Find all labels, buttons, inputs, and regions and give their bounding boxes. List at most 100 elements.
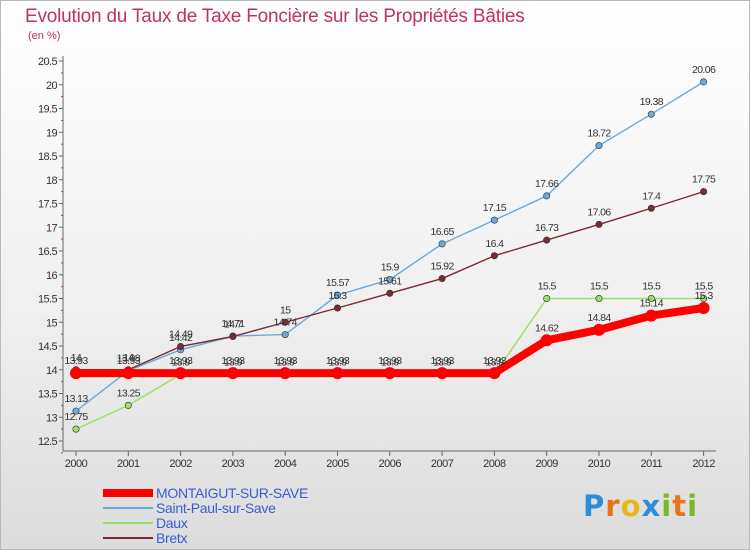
logo-letter: r — [605, 489, 621, 523]
y-tick-label: 16.5 — [38, 246, 57, 258]
data-label-3: 16.73 — [535, 222, 559, 234]
legend-label: Daux — [156, 515, 188, 531]
data-label-3: 15 — [280, 304, 291, 316]
x-tick-label: 2001 — [117, 458, 140, 470]
y-tick-label: 19.5 — [38, 104, 57, 116]
data-point-2 — [543, 294, 551, 302]
data-point-1 — [386, 275, 394, 283]
data-point-1 — [647, 110, 655, 118]
x-tick-label: 2007 — [431, 458, 454, 470]
data-label-3: 16.4 — [485, 238, 504, 250]
data-label-3: 14 — [71, 352, 82, 364]
data-label-1: 14.74 — [274, 317, 298, 329]
data-point-0 — [383, 367, 396, 380]
data-label-3: 17.75 — [692, 174, 716, 186]
data-label-3: 15.61 — [378, 275, 402, 287]
data-point-0 — [226, 367, 239, 380]
data-label-0: 14.62 — [535, 322, 559, 334]
y-tick-label: 18.5 — [38, 151, 57, 163]
data-point-0 — [174, 367, 187, 380]
data-label-3: 14.49 — [169, 328, 193, 340]
y-tick-label: 13.5 — [38, 389, 57, 401]
unit-label: (en %) — [28, 30, 61, 42]
proxiti-logo: Proxiti — [583, 489, 698, 523]
x-tick-label: 2009 — [535, 458, 558, 470]
logo-letter: P — [583, 489, 606, 523]
data-label-0: 13.93 — [117, 355, 141, 367]
data-point-1 — [543, 192, 551, 200]
data-point-0 — [645, 309, 658, 322]
data-label-3: 14 — [123, 352, 134, 364]
logo-letter: i — [661, 489, 673, 523]
data-label-0: 13.93 — [274, 355, 298, 367]
data-label-2: 13.9 — [224, 357, 243, 369]
data-point-0 — [70, 367, 82, 380]
data-point-0 — [540, 334, 553, 347]
data-point-0 — [593, 323, 605, 336]
data-label-2: 13.9 — [381, 357, 400, 369]
legend-swatch — [103, 537, 153, 539]
data-label-0: 13.93 — [378, 355, 402, 367]
data-point-3 — [177, 342, 185, 350]
data-label-2: 13.25 — [117, 387, 141, 399]
x-tick-label: 2011 — [640, 458, 662, 470]
data-point-2 — [595, 294, 603, 302]
chart-title: Evolution du Taux de Taxe Foncière sur l… — [25, 6, 525, 27]
y-tick-label: 15 — [46, 317, 58, 329]
y-tick-label: 14.5 — [38, 341, 57, 353]
data-point-3 — [543, 236, 551, 244]
data-point-0 — [279, 367, 292, 380]
data-point-3 — [700, 188, 708, 196]
data-label-1: 19.38 — [640, 96, 664, 108]
legend-swatch — [103, 522, 153, 524]
data-label-3: 17.4 — [642, 190, 661, 202]
data-label-3: 14.7 — [224, 319, 243, 331]
y-tick-label: 19 — [46, 127, 58, 139]
x-tick-label: 2000 — [65, 458, 88, 470]
y-tick-label: 15.5 — [38, 294, 57, 306]
data-label-2: 13.9 — [485, 357, 504, 369]
y-tick-label: 12.5 — [38, 436, 57, 448]
data-point-3 — [438, 275, 446, 283]
legend-swatch — [103, 507, 153, 509]
data-point-3 — [647, 204, 655, 212]
data-point-1 — [333, 291, 341, 299]
legend-label: Bretx — [156, 530, 188, 546]
x-tick-label: 2003 — [222, 458, 245, 470]
data-label-3: 17.06 — [587, 206, 611, 218]
data-point-1 — [490, 216, 498, 224]
data-label-1: 14.71 — [221, 318, 245, 330]
y-tick-label: 13 — [46, 412, 58, 424]
data-point-1 — [595, 142, 603, 150]
data-label-1: 16.65 — [430, 226, 454, 238]
data-point-1 — [700, 78, 708, 86]
data-label-2: 13.9 — [172, 357, 191, 369]
data-point-3 — [490, 252, 498, 260]
data-label-0: 13.93 — [326, 355, 350, 367]
data-point-0 — [122, 367, 135, 380]
data-point-2 — [647, 294, 655, 302]
logo-letter: t — [672, 489, 688, 523]
data-label-1: 13.13 — [64, 393, 88, 405]
data-point-3 — [229, 332, 237, 340]
x-tick-label: 2002 — [169, 458, 192, 470]
data-label-2: 15.5 — [695, 281, 714, 293]
data-label-0: 15.14 — [640, 298, 664, 310]
data-point-3 — [333, 304, 341, 312]
y-tick-label: 18 — [46, 175, 58, 187]
data-point-0 — [697, 302, 710, 314]
data-point-0 — [488, 367, 501, 380]
data-label-0: 15.3 — [695, 290, 714, 302]
data-label-1: 17.66 — [535, 178, 559, 190]
y-tick-label: 20.5 — [38, 56, 57, 68]
data-label-1: 15.57 — [326, 277, 350, 289]
data-label-3: 15.3 — [328, 290, 347, 302]
data-label-2: 15.5 — [538, 281, 557, 293]
y-tick-label: 17.5 — [38, 199, 57, 211]
data-label-2: 13.9 — [328, 357, 347, 369]
data-label-0: 13.93 — [169, 355, 193, 367]
data-point-2 — [700, 294, 708, 302]
x-tick-label: 2005 — [326, 458, 349, 470]
data-label-1: 18.72 — [587, 128, 611, 140]
